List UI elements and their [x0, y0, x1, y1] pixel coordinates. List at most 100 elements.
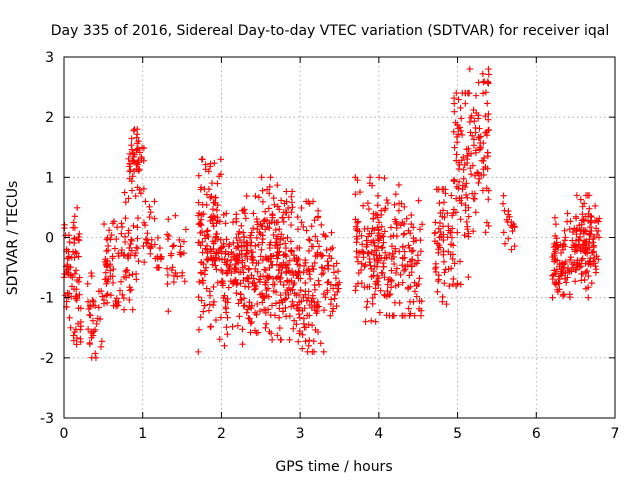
data-point	[247, 329, 254, 336]
y-tick-label: -2	[40, 351, 54, 367]
data-point	[392, 269, 400, 277]
data-point	[399, 219, 406, 226]
data-point	[569, 228, 577, 236]
data-point	[169, 243, 176, 250]
data-point	[113, 235, 120, 243]
data-point	[564, 274, 571, 281]
data-point	[146, 203, 153, 211]
data-point	[383, 293, 391, 300]
data-point	[262, 281, 269, 288]
data-point	[356, 188, 364, 196]
data-point	[195, 326, 203, 334]
data-point	[282, 289, 289, 297]
data-point	[387, 290, 394, 298]
data-point	[447, 229, 454, 236]
data-point	[432, 219, 439, 226]
data-point	[476, 125, 483, 132]
data-point	[209, 301, 217, 309]
data-point	[465, 89, 472, 97]
data-point	[272, 288, 280, 296]
data-point	[484, 149, 491, 156]
data-point	[556, 275, 563, 283]
data-point	[549, 272, 556, 279]
data-point	[561, 227, 568, 234]
data-point	[245, 265, 253, 272]
data-point	[374, 214, 382, 221]
data-point	[452, 195, 460, 202]
data-point	[205, 307, 213, 314]
data-point	[111, 245, 119, 252]
data-point	[118, 230, 125, 237]
data-point	[212, 262, 219, 269]
data-point	[133, 134, 140, 141]
x-tick-label: 5	[453, 426, 462, 442]
data-point	[499, 200, 507, 207]
data-point	[202, 235, 209, 242]
data-point	[458, 115, 465, 122]
data-point	[197, 313, 204, 321]
data-point	[470, 136, 478, 143]
data-point	[67, 324, 74, 331]
data-point	[96, 315, 104, 323]
data-point	[266, 264, 273, 272]
data-point	[109, 220, 117, 227]
data-point	[212, 316, 220, 324]
data-point	[455, 178, 463, 186]
data-point	[375, 237, 383, 244]
data-point	[329, 308, 336, 315]
data-point	[105, 227, 113, 234]
data-point	[73, 204, 81, 212]
data-point	[455, 165, 463, 173]
data-point	[368, 273, 375, 281]
data-point	[461, 231, 468, 239]
data-point	[209, 205, 217, 213]
data-point	[308, 222, 315, 230]
data-point	[128, 135, 135, 142]
data-point	[110, 266, 117, 273]
data-point	[201, 267, 209, 274]
data-point	[507, 222, 515, 229]
data-point	[103, 299, 111, 307]
data-point	[287, 238, 295, 245]
data-point	[70, 219, 77, 226]
data-point	[451, 260, 458, 267]
data-point	[241, 302, 248, 309]
data-point	[399, 312, 407, 319]
data-point	[237, 268, 244, 276]
data-point	[402, 266, 409, 273]
data-point	[259, 198, 267, 206]
data-point	[224, 331, 231, 338]
data-point	[485, 71, 493, 78]
data-point	[564, 210, 571, 217]
data-point	[65, 269, 72, 276]
data-point	[253, 311, 260, 318]
data-point	[277, 336, 284, 343]
data-point	[229, 323, 236, 330]
data-point	[128, 187, 136, 194]
data-point	[296, 244, 303, 252]
data-point	[252, 265, 259, 273]
data-point	[69, 274, 76, 281]
data-point	[65, 263, 73, 270]
data-point	[210, 212, 217, 220]
data-point	[372, 318, 379, 325]
data-point	[240, 229, 247, 236]
data-point	[460, 166, 467, 173]
y-tick-label: -1	[40, 291, 54, 307]
data-point	[291, 279, 298, 287]
data-point	[577, 196, 584, 203]
data-point	[223, 323, 230, 331]
data-point	[244, 255, 251, 263]
data-point	[298, 298, 305, 305]
data-point	[442, 266, 449, 273]
data-point	[233, 211, 240, 218]
data-point	[284, 234, 291, 241]
data-point	[237, 296, 244, 303]
data-point	[410, 224, 417, 231]
data-point	[478, 157, 486, 164]
data-point	[126, 287, 134, 294]
data-point	[258, 174, 265, 181]
x-tick-labels: 0 1 2 3 4 5 6 7	[60, 426, 620, 442]
data-point	[377, 287, 384, 294]
data-point	[228, 249, 235, 256]
